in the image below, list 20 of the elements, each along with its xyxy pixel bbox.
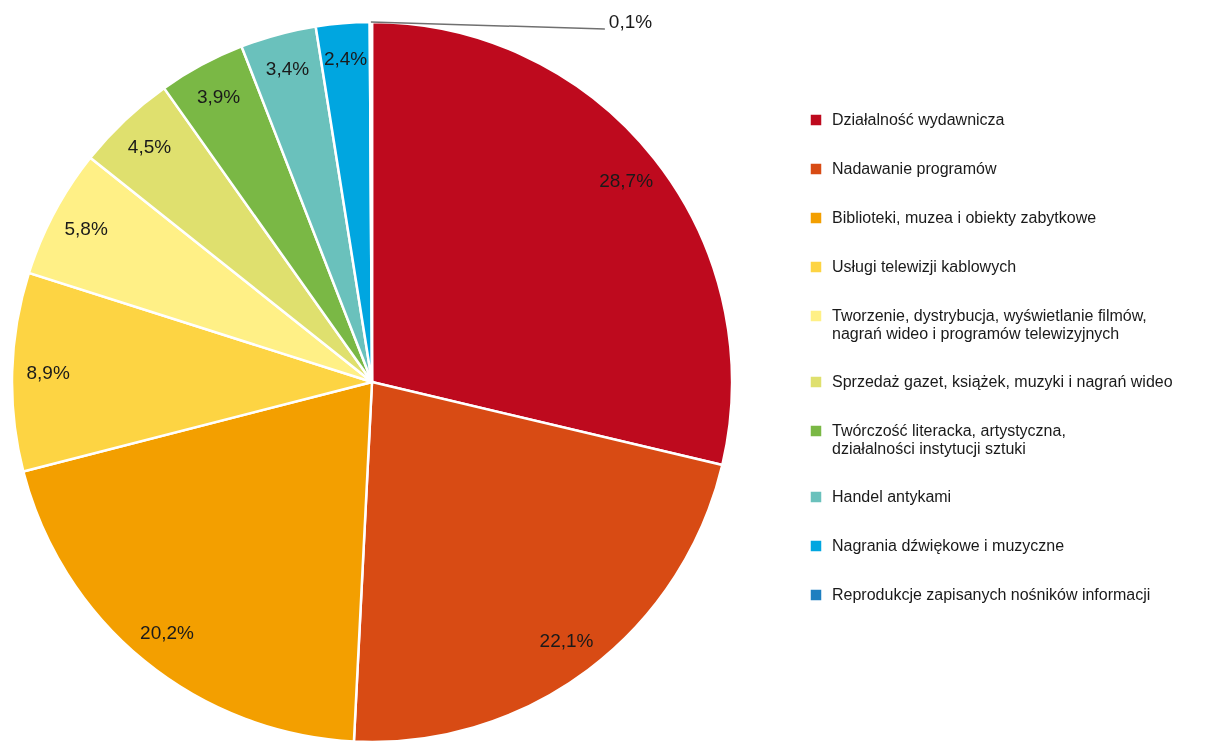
legend-label: Sprzedaż gazet, książek, muzyki i nagrań wideo: [832, 373, 1173, 390]
legend-label: Biblioteki, muzea i obiekty zabytkowe: [832, 209, 1097, 226]
data-label: 3,9%: [196, 85, 241, 107]
legend-label: Tworzenie, dystrybucja, wyświetlanie filmów, nagrań wideo i programów telewizyjnych: [832, 307, 1147, 342]
legend-label: Nagrania dźwiękowe i muzyczne: [832, 537, 1065, 554]
data-label: 20,2%: [140, 621, 195, 643]
data-label: 28,7%: [599, 170, 654, 192]
data-label: 4,5%: [127, 135, 172, 157]
data-label: 2,4%: [323, 48, 368, 70]
data-label: 3,4%: [265, 58, 310, 80]
data-label: 5,8%: [64, 218, 108, 240]
data-label: 8,9%: [26, 361, 70, 383]
legend-label: Handel antykami: [832, 488, 952, 505]
legend-label: Reprodukcje zapisanych nośników informacji: [832, 586, 1151, 603]
data-label: 0,1%: [608, 11, 653, 32]
legend-label: Usługi telewizji kablowych: [832, 258, 1017, 275]
legend-label: Działalność wydawnicza: [832, 111, 1005, 128]
legend-label: Twórczość literacka, artystyczna, działalności instytucji sztuki: [832, 422, 1066, 457]
data-label: 22,1%: [539, 630, 594, 652]
legend-label: Nadawanie programów: [832, 160, 997, 177]
